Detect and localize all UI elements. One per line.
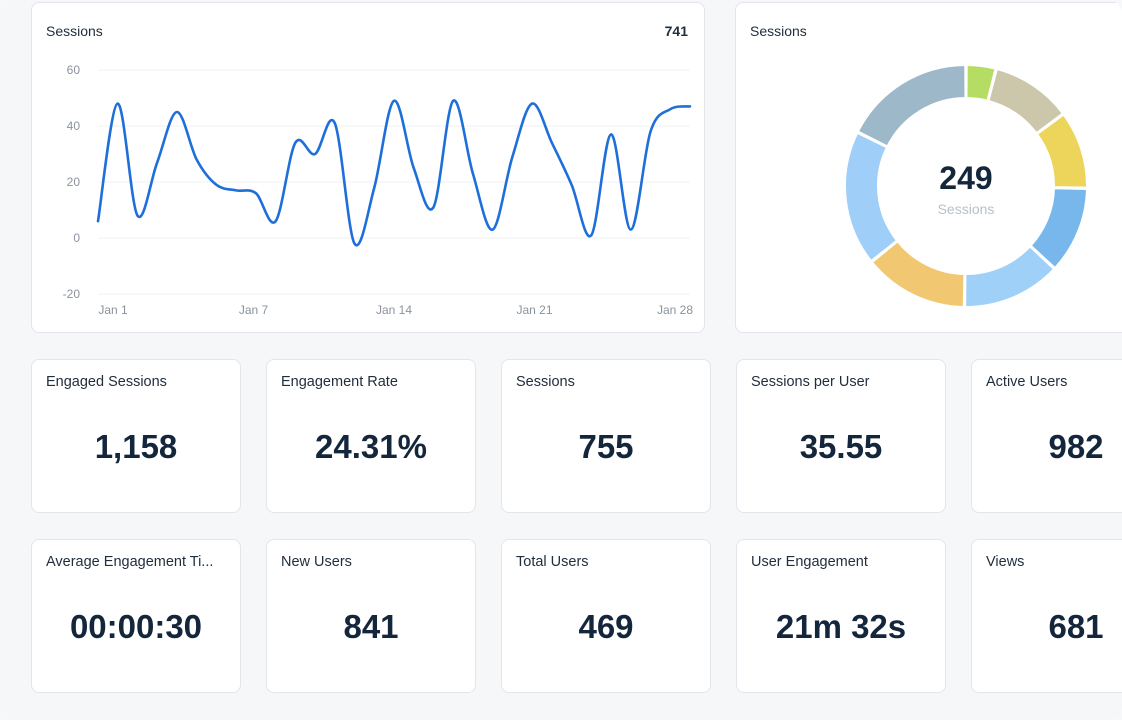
donut-center-value: 249 xyxy=(939,160,992,196)
metric-label: New Users xyxy=(281,554,352,570)
metric-card-active-users: Active Users 982 xyxy=(971,359,1122,513)
donut-slice[interactable] xyxy=(844,131,899,263)
metric-value: 24.31% xyxy=(315,428,427,465)
metric-value: 469 xyxy=(578,608,634,645)
sessions-line-chart: 60 40 20 0 -20 Jan 1 Jan 7 Jan 14 Jan 21 Jan 28 xyxy=(63,63,694,317)
line-chart-total: 741 xyxy=(664,23,688,39)
sessions-donut-card: Sessions 249 Sessions xyxy=(735,2,1122,333)
metric-value: 681 xyxy=(1048,608,1104,645)
sessions-donut-chart: 249 Sessions xyxy=(844,63,1088,308)
donut-chart-title: Sessions xyxy=(750,23,807,39)
metric-label: Engagement Rate xyxy=(281,374,398,390)
x-tick-label: Jan 21 xyxy=(516,303,552,317)
metric-label: Sessions per User xyxy=(751,374,870,390)
y-tick-label: 20 xyxy=(67,175,81,189)
metric-label: Sessions xyxy=(516,374,575,390)
x-tick-label: Jan 28 xyxy=(657,303,693,317)
line-chart-title: Sessions xyxy=(46,23,103,39)
metric-value: 00:00:30 xyxy=(69,608,203,645)
metric-value: 35.55 xyxy=(799,428,883,465)
metric-label: Total Users xyxy=(516,554,589,570)
y-tick-label: 60 xyxy=(67,63,81,77)
metric-value: 982 xyxy=(1048,428,1104,465)
donut-slice[interactable] xyxy=(1029,187,1088,270)
metric-card-new-users: New Users 841 xyxy=(266,539,476,693)
metric-label: Engaged Sessions xyxy=(46,374,167,390)
y-tick-label: 0 xyxy=(73,231,80,245)
donut-slice[interactable] xyxy=(856,63,967,148)
metric-value: 755 xyxy=(578,428,634,465)
metric-card-sessions-per-user: Sessions per User 35.55 xyxy=(736,359,946,513)
metric-card-average-engagement-time: Average Engagement Ti... 00:00:30 xyxy=(31,539,241,693)
metric-label: Views xyxy=(986,554,1025,570)
donut-center-label: Sessions xyxy=(938,201,995,217)
x-tick-label: Jan 7 xyxy=(239,303,269,317)
metric-label: User Engagement xyxy=(751,554,868,570)
donut-slice[interactable] xyxy=(987,67,1065,135)
donut-slice[interactable] xyxy=(1035,113,1088,189)
metric-card-user-engagement: User Engagement 21m 32s xyxy=(736,539,946,693)
y-tick-label: -20 xyxy=(63,287,81,301)
metric-card-engaged-sessions: Engaged Sessions 1,158 xyxy=(31,359,241,513)
donut-slice[interactable] xyxy=(870,239,966,308)
metric-label: Active Users xyxy=(986,374,1068,390)
metric-card-total-users: Total Users 469 xyxy=(501,539,711,693)
metric-value: 21m 32s xyxy=(775,608,907,645)
donut-slice[interactable] xyxy=(964,245,1056,308)
metric-value: 1,158 xyxy=(94,428,178,465)
y-tick-label: 40 xyxy=(67,119,81,133)
metric-card-views: Views 681 xyxy=(971,539,1122,693)
metric-card-engagement-rate: Engagement Rate 24.31% xyxy=(266,359,476,513)
sessions-series-line xyxy=(96,99,692,247)
metric-card-sessions: Sessions 755 xyxy=(501,359,711,513)
metric-value: 841 xyxy=(343,608,399,645)
metric-label: Average Engagement Ti... xyxy=(46,554,214,570)
x-tick-label: Jan 1 xyxy=(98,303,128,317)
donut-slice[interactable] xyxy=(965,63,997,102)
sessions-line-chart-card: Sessions 741 60 40 20 0 -20 Jan 1 Jan 7 Jan 14 J… xyxy=(31,2,705,333)
x-tick-label: Jan 14 xyxy=(376,303,412,317)
